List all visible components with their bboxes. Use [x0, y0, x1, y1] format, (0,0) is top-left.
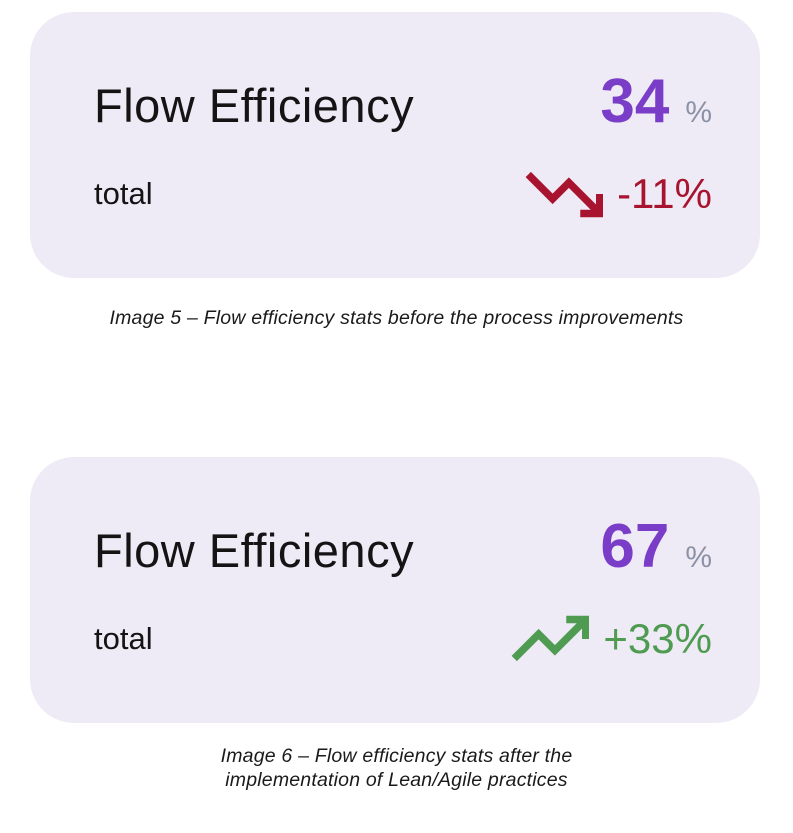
- card-top-row: Flow Efficiency 67 %: [94, 511, 712, 581]
- caption-line: Image 5 – Flow efficiency stats before t…: [109, 307, 684, 329]
- metric: 34 %: [600, 67, 712, 136]
- metric-subtitle: total: [94, 176, 153, 212]
- trend-delta: -11%: [617, 170, 712, 218]
- metric: 67 %: [600, 511, 712, 581]
- metric-value: 67: [600, 511, 670, 581]
- card-title: Flow Efficiency: [94, 79, 415, 132]
- page: Flow Efficiency 34 % total -11% Image 5 …: [0, 12, 793, 793]
- stat-card-after: Flow Efficiency 67 % total +33%: [30, 456, 760, 723]
- card-bottom-row: total -11%: [94, 168, 712, 220]
- trend-delta: +33%: [603, 614, 712, 662]
- trend-indicator-up: +33%: [511, 613, 712, 665]
- figure-caption-image5: Image 5 – Flow efficiency stats before t…: [0, 307, 793, 331]
- card-top-row: Flow Efficiency 34 %: [94, 67, 712, 136]
- metric-value: 34: [600, 67, 670, 136]
- metric-subtitle: total: [94, 620, 153, 656]
- figure-caption-image6: Image 6 – Flow efficiency stats after th…: [0, 745, 793, 793]
- stat-card-before: Flow Efficiency 34 % total -11%: [30, 12, 760, 278]
- trending-up-icon: [512, 615, 590, 662]
- trending-down-icon: [525, 172, 604, 218]
- trend-indicator-down: -11%: [525, 168, 712, 220]
- caption-line: implementation of Lean/Agile practices: [225, 768, 568, 791]
- metric-unit: %: [685, 540, 712, 574]
- card-title: Flow Efficiency: [94, 523, 415, 577]
- caption-line: Image 6 – Flow efficiency stats after th…: [220, 744, 573, 767]
- metric-unit: %: [685, 96, 712, 129]
- card-bottom-row: total +33%: [94, 613, 712, 665]
